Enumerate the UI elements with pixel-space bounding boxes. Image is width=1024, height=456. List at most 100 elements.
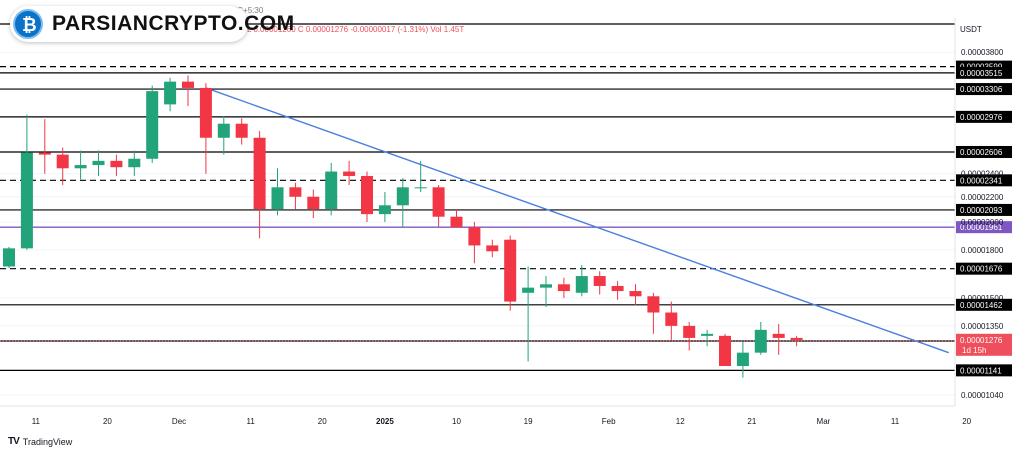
candle[interactable] [611,280,624,300]
candle[interactable] [3,246,15,269]
watermark-text: PARSIANCRYPTO.COM [52,12,295,35]
candle[interactable] [665,301,678,340]
candle[interactable] [683,321,696,351]
candle-body [701,333,714,336]
candle-body [3,248,15,267]
candle[interactable] [164,77,177,112]
bar-countdown-label: 1d 15h [962,346,986,355]
candle[interactable] [575,264,588,297]
x-tick-label: 11 [891,417,900,426]
candle[interactable] [235,118,248,145]
candle-body [235,123,248,138]
y-tick-label: 0.00001500 [961,294,1004,303]
candle-body [396,187,409,206]
candle[interactable] [414,160,427,192]
candle[interactable] [772,323,785,355]
candle-body [772,333,785,338]
candle-body [128,158,141,168]
candle[interactable] [128,150,141,176]
level-price-box [956,145,1012,158]
x-tick-label: Feb [602,417,616,426]
level-price-label: 0.00002976 [960,113,1003,122]
candle[interactable] [396,178,409,228]
candle[interactable] [20,114,33,250]
candle[interactable] [450,209,463,228]
candle[interactable] [790,335,803,347]
candle-body [611,285,624,292]
x-tick-label: 20 [103,417,112,426]
svg-text:₿: ₿ [22,15,37,35]
candle[interactable] [701,329,714,347]
candle[interactable] [74,150,87,180]
trendline[interactable] [205,87,949,354]
y-tick-label: 0.00001040 [961,391,1004,400]
candle[interactable] [629,284,642,306]
candle-body [790,337,803,340]
candle[interactable] [647,292,660,334]
candle-body [343,171,356,176]
tradingview-logo-icon: TV [8,436,20,447]
level-price-label: 0.00002093 [960,206,1003,215]
x-tick-label: 2025 [376,417,394,426]
y-tick-label: 0.00002400 [961,170,1004,179]
candle[interactable] [56,147,69,185]
level-price-label: 0.00003306 [960,85,1003,94]
candle-body [557,284,570,292]
candle-body [20,152,33,249]
candle-body [307,196,320,210]
candle[interactable] [289,182,302,210]
candle[interactable] [557,277,570,299]
candle[interactable] [468,221,481,264]
candle[interactable] [343,160,356,185]
candle-body [593,276,606,286]
candle-body [110,160,123,168]
candle-body [504,239,517,302]
level-price-label: 0.00003515 [960,69,1003,78]
candle[interactable] [182,75,194,107]
candle[interactable] [217,116,230,155]
current-price-label: 0.00001276 [960,336,1003,345]
candle[interactable] [432,184,445,228]
candle-body [665,312,678,326]
candle-body [289,187,302,197]
candle[interactable] [486,239,499,258]
price-axis: 0.00003800 0.00002400 0.00002200 0.00002000… [961,48,1004,400]
candle-body [92,160,105,166]
candle[interactable] [754,321,767,355]
candle[interactable] [253,131,266,239]
candle[interactable] [271,168,284,216]
candle[interactable] [736,342,749,378]
candle[interactable] [378,191,391,222]
level-price-box [956,110,1012,123]
level-price-label: 0.00002341 [960,176,1003,185]
candle[interactable] [719,333,731,366]
candle-body [253,137,266,210]
candle[interactable] [540,276,552,307]
candle[interactable] [504,235,517,311]
candle[interactable] [110,154,123,176]
level-price-label: 0.00001961 [960,223,1003,232]
candle[interactable] [199,83,212,174]
candle-body [271,187,284,210]
candle[interactable] [146,85,159,163]
candle-body [199,87,212,138]
candle[interactable] [325,162,338,216]
candle[interactable] [38,119,51,174]
candle-body [56,154,69,169]
candle[interactable] [307,189,320,219]
bitcoin-icon: ₿ [13,9,43,39]
candle-body [719,335,731,366]
candle-body [361,175,373,215]
candle[interactable] [361,171,373,222]
candle[interactable] [593,271,606,295]
candle[interactable] [92,150,105,176]
tradingview-footer[interactable]: TV TradingView [8,436,72,447]
level-price-label: 0.00001141 [960,366,1002,375]
x-tick-label: 10 [452,417,461,426]
candle[interactable] [522,266,535,362]
candle-body [754,329,767,353]
level-price-box [956,364,1012,377]
candle-body [164,81,177,105]
x-tick-label: 19 [524,417,533,426]
